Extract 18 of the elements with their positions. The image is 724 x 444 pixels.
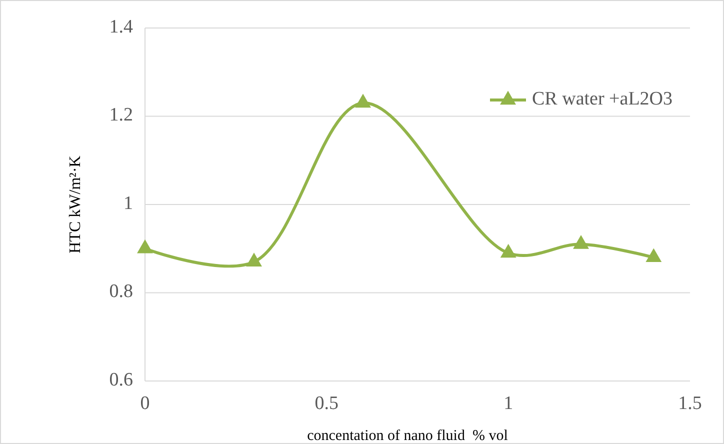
point [646,248,662,262]
y-axis-title: HTC kW/m²·K [67,155,84,254]
x-tick-label: 1 [504,393,514,414]
y-tick-label: 1 [124,192,133,214]
x-tick-label: 0.5 [314,393,339,414]
x-tick-label: 0 [140,393,150,414]
y-tick-label: 1.2 [109,104,133,126]
point [137,239,153,254]
x-tick-label: 1.5 [678,393,702,414]
point [246,252,262,266]
y-tick-label: 0.6 [109,369,133,390]
y-tick-label: 0.8 [109,281,133,302]
point [573,235,589,249]
point [500,244,516,258]
legend-label: CR water +aL2O3 [532,88,673,110]
point [355,94,371,108]
y-tick-label: 1.4 [109,16,134,38]
x-axis-title: concentation of nano fluid % vol [307,428,508,444]
